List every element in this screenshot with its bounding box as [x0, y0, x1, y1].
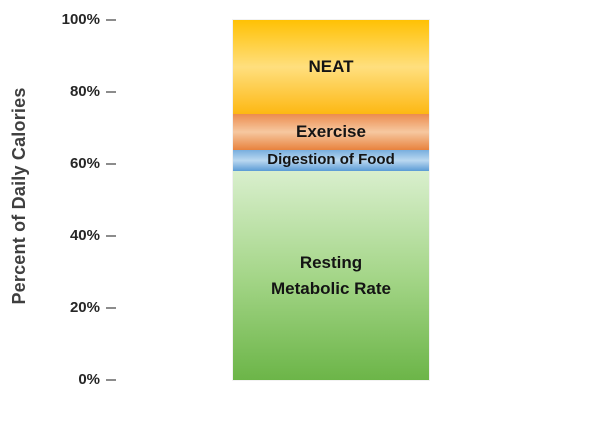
y-axis-tick: [106, 307, 116, 309]
y-axis-tick: [106, 235, 116, 237]
bar-segment-label: Resting Metabolic Rate: [271, 253, 391, 298]
y-axis-tick: [106, 19, 116, 21]
plot-area: Resting Metabolic Rate Digestion of Food E…: [120, 20, 600, 380]
y-axis-tick-label: 0%: [78, 371, 100, 388]
bar-segment-label: Digestion of Food: [267, 151, 395, 169]
y-axis-tick-label: 60%: [69, 155, 100, 172]
bar-segment-digestion-of-food: Digestion of Food: [233, 149, 429, 172]
bar-segment-neat: NEAT: [233, 20, 429, 114]
stacked-bar: Resting Metabolic Rate Digestion of Food E…: [233, 20, 429, 380]
bar-segment-label: Exercise: [296, 121, 366, 141]
bar-segment-label: NEAT: [308, 57, 354, 77]
y-axis-tick-label: 40%: [69, 227, 100, 244]
y-axis-tick: [106, 91, 116, 93]
bar-segment-exercise: Exercise: [233, 113, 429, 150]
y-axis-tick-label: 100%: [61, 11, 100, 28]
y-axis-tick: [106, 379, 116, 381]
y-axis-tick: [106, 163, 116, 165]
bar-segment-resting-metabolic-rate: Resting Metabolic Rate: [233, 171, 429, 380]
y-axis-tick-label: 80%: [69, 83, 100, 100]
y-axis-tick-label: 20%: [69, 299, 100, 316]
